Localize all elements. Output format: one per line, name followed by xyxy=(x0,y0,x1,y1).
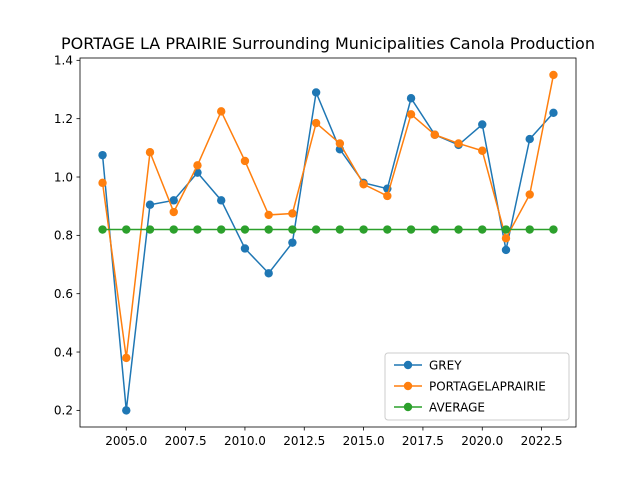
data-point xyxy=(193,161,202,170)
data-point xyxy=(383,191,392,201)
data-point xyxy=(169,196,178,205)
data-point xyxy=(98,178,107,188)
data-point xyxy=(193,225,202,234)
y-tick-label: 1.0 xyxy=(54,170,73,184)
y-tick-label: 0.2 xyxy=(54,404,73,418)
data-point xyxy=(549,108,558,118)
data-point xyxy=(383,225,392,234)
legend-marker xyxy=(403,360,413,370)
series-average xyxy=(98,225,558,234)
data-point xyxy=(406,110,416,119)
x-tick-label: 2012.5 xyxy=(283,434,325,448)
x-tick-label: 2015.0 xyxy=(343,434,385,448)
axes-layer: 2005.0 2007.5 2010.0 2012.5 2015.0 2017.5 2020… xyxy=(54,54,577,448)
y-tick-label: 1.4 xyxy=(54,54,73,68)
data-point xyxy=(454,139,463,148)
data-point xyxy=(145,200,155,209)
x-tick-label: 2007.5 xyxy=(165,434,207,448)
chart-title: PORTAGE LA PRAIRIE Surrounding Municipal… xyxy=(61,34,595,53)
data-point xyxy=(406,225,416,234)
series-line xyxy=(101,89,555,411)
y-tick-label: 0.6 xyxy=(54,287,73,301)
legend-item: AVERAGE xyxy=(394,401,485,415)
data-point xyxy=(122,353,131,363)
data-point xyxy=(240,225,250,234)
data-point xyxy=(478,120,487,129)
data-point xyxy=(264,210,273,220)
x-tick-label: 2020.0 xyxy=(461,434,503,448)
data-point xyxy=(288,209,297,218)
data-point xyxy=(501,245,511,255)
data-point xyxy=(430,225,439,234)
data-point xyxy=(169,207,178,217)
data-point xyxy=(169,225,178,234)
data-point xyxy=(525,225,534,234)
series-portagelaprairie xyxy=(98,70,558,363)
data-point xyxy=(549,70,558,80)
data-point xyxy=(240,156,250,166)
data-point xyxy=(501,234,511,243)
legend-item: GREY xyxy=(394,359,462,373)
data-point xyxy=(145,148,155,157)
data-point xyxy=(145,225,155,234)
x-tick-label: 2017.5 xyxy=(402,434,444,448)
data-point xyxy=(217,225,226,234)
data-point xyxy=(264,269,273,278)
data-point xyxy=(430,130,439,139)
data-point xyxy=(478,225,487,234)
x-tick-label: 2010.0 xyxy=(224,434,266,448)
data-point xyxy=(311,225,321,234)
data-point xyxy=(122,225,131,234)
data-point xyxy=(217,107,226,116)
data-point xyxy=(359,180,368,189)
legend-marker xyxy=(403,402,413,412)
data-point xyxy=(264,225,273,234)
data-point xyxy=(288,238,297,247)
data-point xyxy=(525,190,534,199)
data-point xyxy=(311,118,321,128)
plot-frame xyxy=(79,57,577,428)
data-point xyxy=(288,225,297,234)
data-point xyxy=(549,225,558,234)
data-point xyxy=(240,244,250,253)
legend-label: PORTAGELAPRAIRIE xyxy=(429,380,546,394)
data-point xyxy=(454,225,463,234)
data-point xyxy=(335,225,345,234)
legend-label: AVERAGE xyxy=(429,401,485,415)
data-point xyxy=(406,94,416,103)
y-tick-label: 0.4 xyxy=(54,345,73,359)
y-tick-label: 0.8 xyxy=(54,229,73,243)
x-tick-label: 2005.0 xyxy=(105,434,147,448)
series-layer xyxy=(98,70,558,415)
data-point xyxy=(122,406,131,415)
data-point xyxy=(501,225,511,234)
data-point xyxy=(359,225,368,234)
legend-item: PORTAGELAPRAIRIE xyxy=(394,380,546,394)
y-tick-label: 1.2 xyxy=(54,112,73,126)
data-point xyxy=(525,134,534,144)
data-point xyxy=(217,196,226,205)
legend-box xyxy=(384,352,570,421)
data-point xyxy=(335,139,345,148)
legend-label: GREY xyxy=(429,359,462,373)
data-point xyxy=(478,146,487,155)
data-point xyxy=(98,150,107,160)
legend-marker xyxy=(403,381,413,391)
legend: GREY PORTAGELAPRAIRIE AVERAGE xyxy=(384,352,570,421)
data-point xyxy=(311,88,321,97)
data-point xyxy=(98,225,107,234)
x-tick-label: 2022.5 xyxy=(521,434,563,448)
